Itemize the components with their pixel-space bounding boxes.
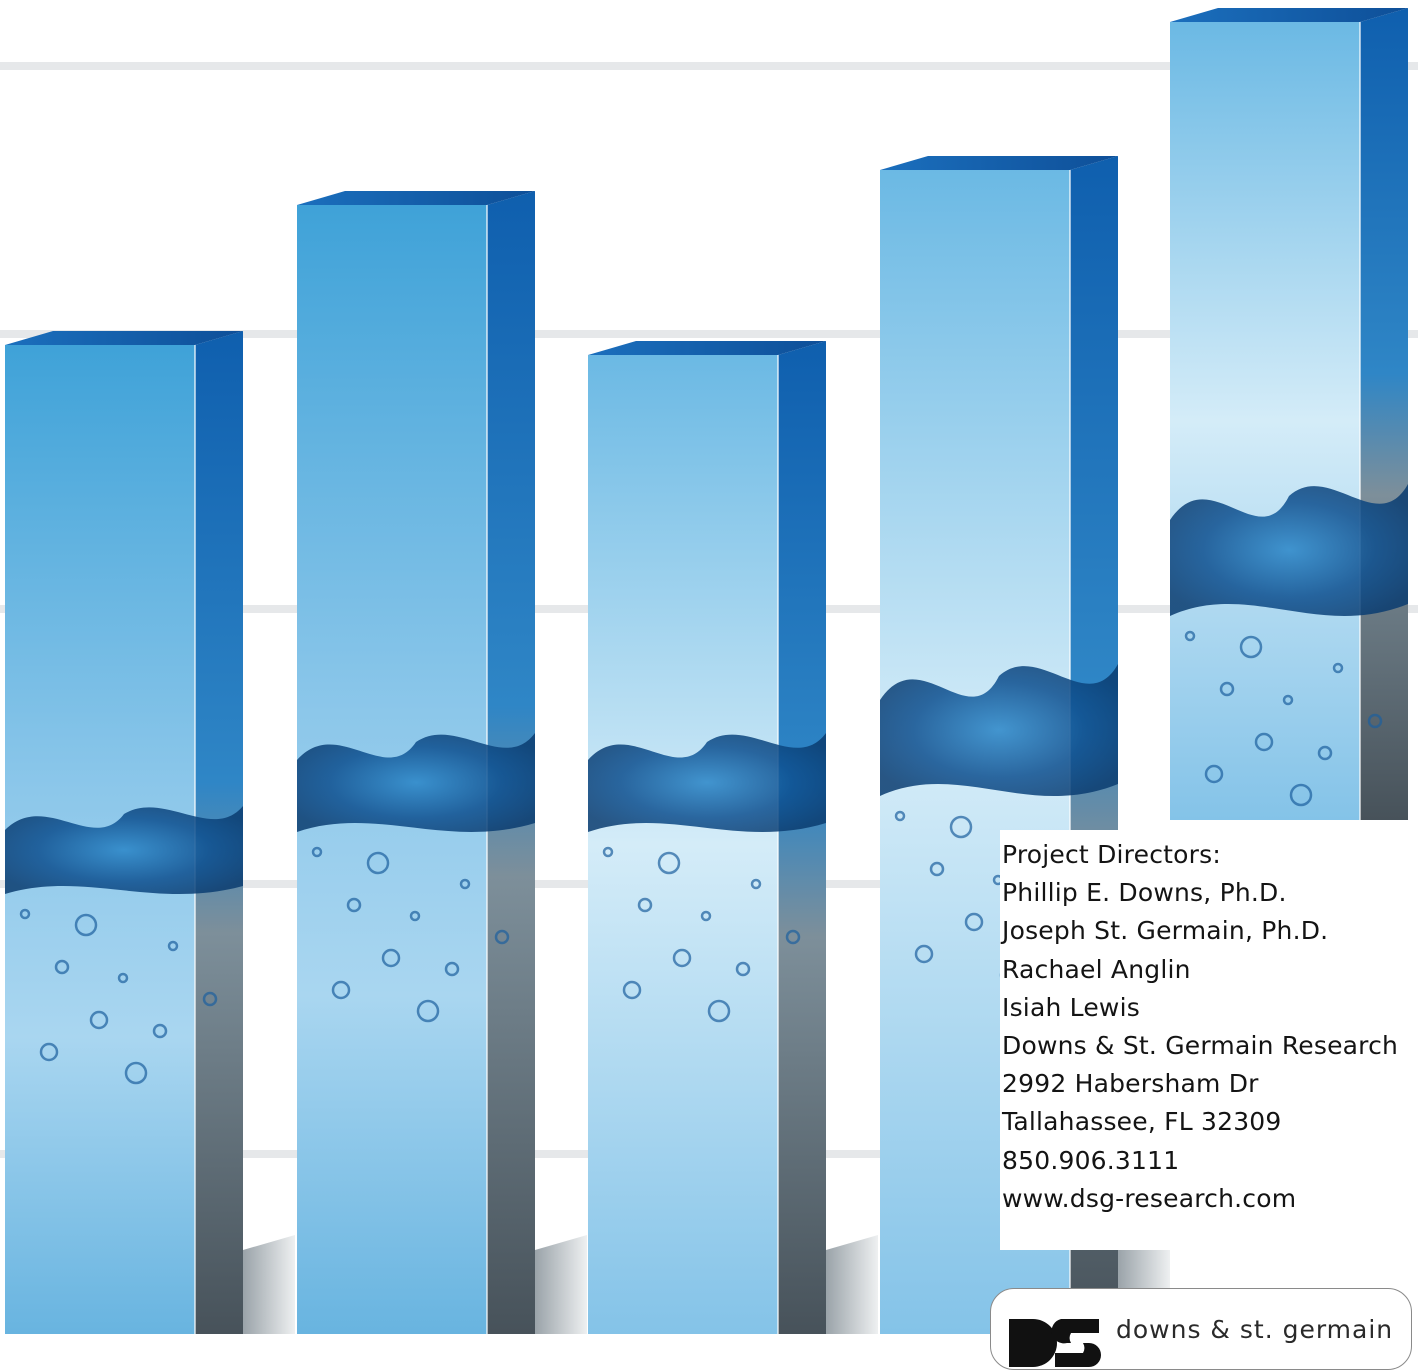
water-bubble	[39, 1042, 59, 1062]
water-bubble	[1204, 764, 1224, 784]
water-bubble	[74, 913, 98, 937]
water-bubble	[124, 1061, 148, 1085]
company-logo: downs & st. germain	[990, 1288, 1412, 1370]
water-bubble	[366, 851, 390, 875]
bar-side-5	[1360, 8, 1408, 820]
water-bubble	[964, 912, 984, 932]
water-bubble	[409, 910, 421, 922]
water-bubble	[54, 959, 70, 975]
cover-illustration	[0, 8, 1418, 1334]
water-bubble	[416, 999, 440, 1023]
gridline	[0, 62, 1418, 70]
bar-top-4	[880, 156, 1118, 170]
gridline	[0, 330, 1418, 338]
water-bubble	[1332, 662, 1344, 674]
water-bubble	[444, 961, 460, 977]
water-bubble	[707, 999, 731, 1023]
water-bubble	[750, 878, 762, 890]
water-bubble	[1317, 745, 1333, 761]
company-name: Downs & St. Germain Research	[1002, 1031, 1399, 1061]
water-bubble	[89, 1010, 109, 1030]
director-name: Phillip E. Downs, Ph.D.	[1002, 878, 1287, 908]
contact-info: Project Directors: Phillip E. Downs, Ph.…	[1000, 830, 1418, 1250]
bar-top-1	[5, 331, 243, 345]
water-bubble	[735, 961, 751, 977]
water-bubble	[657, 851, 681, 875]
water-bubble	[346, 897, 362, 913]
water-splash	[5, 806, 243, 894]
project-directors-heading: Project Directors:	[1002, 840, 1221, 869]
director-name: Joseph St. Germain, Ph.D.	[1002, 916, 1329, 946]
bar-front-3	[588, 355, 778, 1334]
water-bubble	[19, 908, 31, 920]
bar-front-5	[1170, 22, 1360, 820]
water-bubble	[602, 846, 614, 858]
logo-wordmark: downs & st. germain	[1116, 1315, 1394, 1344]
water-bubble	[894, 810, 906, 822]
water-bubble	[1254, 732, 1274, 752]
water-bubble	[1282, 694, 1294, 706]
bar-top-2	[297, 191, 535, 205]
water-bubble	[117, 972, 129, 984]
water-bubble	[1367, 713, 1383, 729]
director-name: Rachael Anglin	[1002, 954, 1191, 984]
website-url: www.dsg-research.com	[1002, 1183, 1297, 1213]
water-bubble	[202, 991, 218, 1007]
director-name: Isiah Lewis	[1002, 992, 1140, 1022]
bar-side-3	[778, 341, 826, 1334]
water-bubble	[1219, 681, 1235, 697]
water-bubble	[1289, 783, 1313, 807]
bar-shadow	[535, 1235, 587, 1334]
bars-group	[5, 8, 1408, 1334]
water-bubble	[637, 897, 653, 913]
ds-logo-icon	[1009, 1319, 1101, 1367]
phone-number: 850.906.3111	[1002, 1145, 1180, 1175]
bar-top-3	[588, 341, 826, 355]
water-bubble	[1184, 630, 1196, 642]
water-bubble	[311, 846, 323, 858]
water-bubble	[1239, 635, 1263, 659]
water-bubble	[914, 944, 934, 964]
water-bubble	[381, 948, 401, 968]
water-splash	[588, 733, 826, 832]
bar-top-5	[1170, 8, 1408, 22]
water-bubble	[331, 980, 351, 1000]
water-splash	[880, 664, 1118, 796]
water-bubble	[459, 878, 471, 890]
city-state-zip: Tallahassee, FL 32309	[1002, 1107, 1282, 1137]
water-bubble	[785, 929, 801, 945]
water-bubble	[929, 861, 945, 877]
water-bubble	[152, 1023, 168, 1039]
water-bubble	[622, 980, 642, 1000]
bar-shadows	[243, 1235, 1170, 1334]
water-splash-group	[5, 484, 1408, 1085]
water-bubble	[672, 948, 692, 968]
water-splash	[297, 733, 535, 832]
water-splash	[1170, 484, 1408, 616]
street-address: 2992 Habersham Dr	[1002, 1069, 1259, 1099]
water-bubble	[700, 910, 712, 922]
water-bubble	[949, 815, 973, 839]
water-bubble	[167, 940, 179, 952]
water-bubble	[494, 929, 510, 945]
bar-shadow	[243, 1235, 295, 1334]
bar-shadow	[826, 1235, 878, 1334]
